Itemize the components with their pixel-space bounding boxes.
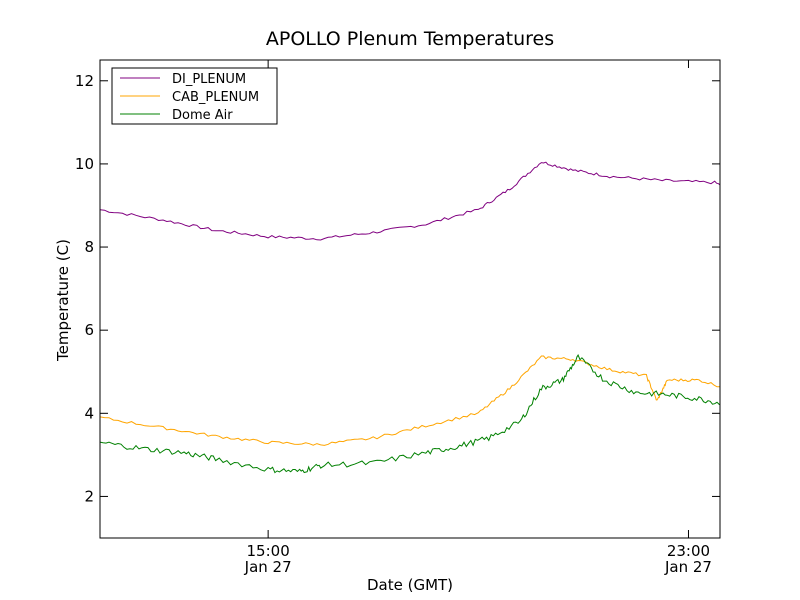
series-line-cab-plenum: [100, 355, 720, 446]
legend: DI_PLENUM CAB_PLENUM Dome Air: [111, 67, 278, 125]
legend-label: DI_PLENUM: [172, 72, 246, 87]
x-axis-label: Date (GMT): [367, 576, 453, 594]
legend-label: Dome Air: [172, 108, 233, 123]
plot-area: [100, 60, 720, 538]
x-tick-label: 15:00: [247, 542, 290, 560]
y-tick-label: 2: [84, 487, 94, 505]
y-tick-labels: 2 4 6 8 10 12: [75, 72, 94, 506]
chart-title: APOLLO Plenum Temperatures: [266, 28, 554, 50]
y-tick-label: 10: [75, 155, 94, 173]
y-tick-label: 12: [75, 72, 94, 90]
x-tick-label-date: Jan 27: [244, 558, 292, 576]
y-tick-label: 6: [84, 321, 94, 339]
x-tick-label: 23:00: [667, 542, 710, 560]
series-line-dome-air: [100, 354, 720, 474]
tick-layer: [100, 60, 720, 538]
plot-frame: [99, 59, 721, 539]
series-line-di-plenum: [100, 161, 720, 241]
y-tick-label: 8: [84, 238, 94, 256]
y-tick-label: 4: [84, 404, 94, 422]
series-layer: [100, 161, 720, 474]
x-tick-label-date: Jan 27: [664, 558, 712, 576]
y-axis-label: Temperature (C): [54, 239, 72, 362]
legend-label: CAB_PLENUM: [172, 90, 259, 105]
